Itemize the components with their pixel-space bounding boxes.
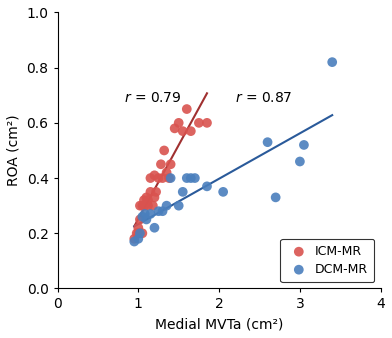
ICM-MR xyxy=(151,173,158,178)
Y-axis label: ROA (cm²): ROA (cm²) xyxy=(7,115,21,186)
ICM-MR xyxy=(151,195,158,200)
ICM-MR xyxy=(155,175,162,181)
DCM-MR xyxy=(131,239,138,244)
ICM-MR xyxy=(145,197,151,203)
ICM-MR xyxy=(180,128,186,134)
ICM-MR xyxy=(184,106,190,112)
ICM-MR xyxy=(163,170,170,175)
ICM-MR xyxy=(204,120,210,125)
DCM-MR xyxy=(135,236,142,241)
ICM-MR xyxy=(153,189,159,195)
ICM-MR xyxy=(158,162,164,167)
Legend: ICM-MR, DCM-MR: ICM-MR, DCM-MR xyxy=(280,239,374,282)
DCM-MR xyxy=(163,203,170,208)
ICM-MR xyxy=(160,175,166,181)
ICM-MR xyxy=(161,148,167,153)
DCM-MR xyxy=(204,184,210,189)
DCM-MR xyxy=(188,175,194,181)
DCM-MR xyxy=(192,175,198,181)
ICM-MR xyxy=(142,203,148,208)
DCM-MR xyxy=(272,195,279,200)
DCM-MR xyxy=(151,225,158,231)
ICM-MR xyxy=(143,195,149,200)
DCM-MR xyxy=(143,217,149,222)
DCM-MR xyxy=(142,211,148,217)
DCM-MR xyxy=(297,159,303,164)
ICM-MR xyxy=(176,120,182,125)
DCM-MR xyxy=(329,59,335,65)
DCM-MR xyxy=(301,142,307,148)
DCM-MR xyxy=(265,140,271,145)
DCM-MR xyxy=(220,189,226,195)
ICM-MR xyxy=(135,231,142,236)
ICM-MR xyxy=(134,231,140,236)
DCM-MR xyxy=(139,214,145,219)
ICM-MR xyxy=(143,200,149,206)
ICM-MR xyxy=(131,236,138,241)
ICM-MR xyxy=(137,217,143,222)
DCM-MR xyxy=(180,189,186,195)
ICM-MR xyxy=(172,126,178,131)
ICM-MR xyxy=(167,162,174,167)
DCM-MR xyxy=(137,231,143,236)
Text: $r$ = 0.79: $r$ = 0.79 xyxy=(124,91,181,105)
ICM-MR xyxy=(139,203,145,208)
DCM-MR xyxy=(184,175,190,181)
DCM-MR xyxy=(176,203,182,208)
ICM-MR xyxy=(150,203,156,208)
ICM-MR xyxy=(166,175,172,181)
ICM-MR xyxy=(188,128,194,134)
DCM-MR xyxy=(155,209,162,214)
ICM-MR xyxy=(147,189,154,195)
ICM-MR xyxy=(145,203,151,208)
ICM-MR xyxy=(141,197,147,203)
ICM-MR xyxy=(137,203,143,208)
DCM-MR xyxy=(160,209,166,214)
DCM-MR xyxy=(167,175,174,181)
ICM-MR xyxy=(135,225,142,231)
ICM-MR xyxy=(147,175,154,181)
Text: $r$ = 0.87: $r$ = 0.87 xyxy=(235,91,292,105)
ICM-MR xyxy=(139,231,145,236)
X-axis label: Medial MVTa (cm²): Medial MVTa (cm²) xyxy=(155,317,283,331)
DCM-MR xyxy=(147,211,154,217)
ICM-MR xyxy=(196,120,202,125)
